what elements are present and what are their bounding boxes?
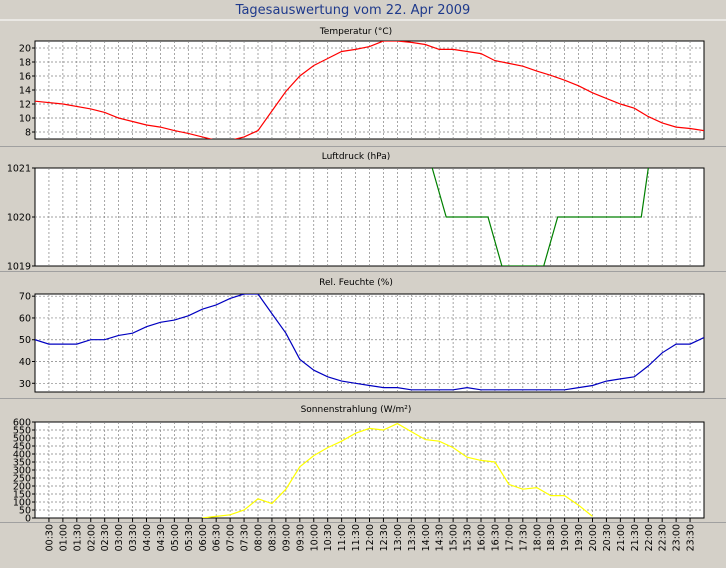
y-tick-label: 600 bbox=[13, 418, 31, 429]
x-tick-label: 23:00 bbox=[672, 524, 683, 551]
y-tick-label: 60 bbox=[19, 313, 31, 324]
x-tick-label: 15:00 bbox=[449, 524, 460, 551]
x-tick-label: 21:00 bbox=[616, 524, 627, 551]
x-tick-label: 05:00 bbox=[170, 524, 181, 551]
x-tick-label: 20:00 bbox=[588, 524, 599, 551]
y-tick-label: 100 bbox=[13, 498, 31, 509]
y-tick-label: 1021 bbox=[7, 164, 31, 175]
series-line bbox=[431, 168, 649, 266]
y-tick-label: 8 bbox=[25, 128, 31, 139]
x-tick-label: 18:00 bbox=[532, 524, 543, 551]
y-tick-label: 14 bbox=[19, 86, 31, 97]
x-tick-label: 10:30 bbox=[323, 524, 334, 551]
x-tick-label: 01:30 bbox=[72, 524, 83, 551]
y-tick-label: 18 bbox=[19, 58, 31, 69]
x-tick-label: 16:00 bbox=[477, 524, 488, 551]
y-tick-label: 1020 bbox=[7, 213, 31, 224]
chart-panel: Luftdruck (hPa) 1019 1020 1021 bbox=[0, 152, 726, 273]
y-tick-label: 20 bbox=[19, 44, 31, 55]
y-tick-label: 12 bbox=[19, 100, 31, 111]
chart-panels: Temperatur (°C) 8 10 12 14 16 18 20 Luftdruck (h… bbox=[0, 27, 726, 525]
x-tick-label: 15:30 bbox=[463, 524, 474, 551]
x-tick-label: 06:30 bbox=[212, 524, 223, 551]
x-tick-label: 21:30 bbox=[630, 524, 641, 551]
x-tick-label: 10:00 bbox=[309, 524, 320, 551]
y-tick-label: 1019 bbox=[7, 262, 31, 273]
x-tick-label: 19:00 bbox=[560, 524, 571, 551]
x-tick-label: 07:30 bbox=[240, 524, 251, 551]
y-tick-label: 550 bbox=[13, 426, 31, 437]
page-title: Tagesauswertung vom 22. Apr 2009 bbox=[235, 3, 471, 18]
chart-panel: Temperatur (°C) 8 10 12 14 16 18 20 bbox=[0, 27, 726, 147]
y-tick-label: 200 bbox=[13, 482, 31, 493]
x-tick-label: 17:30 bbox=[518, 524, 529, 551]
x-tick-label: 00:30 bbox=[44, 524, 55, 551]
x-tick-label: 13:00 bbox=[393, 524, 404, 551]
x-tick-label: 16:30 bbox=[490, 524, 501, 551]
x-tick-label: 11:30 bbox=[351, 524, 362, 551]
x-tick-label: 03:00 bbox=[114, 524, 125, 551]
x-tick-label: 13:30 bbox=[407, 524, 418, 551]
y-tick-label: 450 bbox=[13, 442, 31, 453]
y-tick-label: 350 bbox=[13, 458, 31, 469]
x-tick-label: 08:00 bbox=[254, 524, 265, 551]
chart-panel: Rel. Feuchte (%) 30 40 50 60 70 bbox=[0, 278, 726, 399]
y-tick-label: 10 bbox=[19, 114, 31, 125]
x-tick-label: 02:30 bbox=[100, 524, 111, 551]
chart-panel: Sonnenstrahlung (W/m²) 050100150200250300… bbox=[0, 405, 726, 525]
chart-title: Sonnenstrahlung (W/m²) bbox=[301, 405, 412, 415]
y-tick-label: 400 bbox=[13, 450, 31, 461]
y-tick-label: 30 bbox=[19, 379, 31, 390]
y-tick-label: 50 bbox=[19, 506, 31, 517]
x-tick-label: 02:00 bbox=[86, 524, 97, 551]
y-tick-label: 300 bbox=[13, 466, 31, 477]
chart-title: Luftdruck (hPa) bbox=[322, 152, 391, 162]
x-tick-label: 12:00 bbox=[365, 524, 376, 551]
y-tick-label: 70 bbox=[19, 292, 31, 303]
y-tick-label: 50 bbox=[19, 335, 31, 346]
chart-title: Rel. Feuchte (%) bbox=[319, 278, 393, 288]
x-tick-label: 04:00 bbox=[142, 524, 153, 551]
x-tick-label: 19:30 bbox=[574, 524, 585, 551]
x-tick-label: 01:00 bbox=[58, 524, 69, 551]
series-line bbox=[202, 422, 593, 518]
x-tick-label: 20:30 bbox=[602, 524, 613, 551]
y-tick-label: 150 bbox=[13, 490, 31, 501]
y-tick-label: 40 bbox=[19, 357, 31, 368]
x-tick-label: 14:00 bbox=[421, 524, 432, 551]
x-tick-label: 06:00 bbox=[198, 524, 209, 551]
y-tick-label: 250 bbox=[13, 474, 31, 485]
y-tick-label: 0 bbox=[25, 514, 31, 525]
x-tick-label: 12:30 bbox=[379, 524, 390, 551]
x-axis: 00:30 01:00 01:30 02:00 02:30 03:00 03:30 04:00… bbox=[44, 518, 697, 551]
y-tick-label: 500 bbox=[13, 434, 31, 445]
x-tick-label: 23:30 bbox=[686, 524, 697, 551]
x-tick-label: 04:30 bbox=[156, 524, 167, 551]
x-tick-label: 14:30 bbox=[435, 524, 446, 551]
y-tick-label: 16 bbox=[19, 72, 31, 83]
x-tick-label: 08:30 bbox=[267, 524, 278, 551]
x-tick-label: 22:30 bbox=[658, 524, 669, 551]
x-tick-label: 07:00 bbox=[226, 524, 237, 551]
x-tick-label: 18:30 bbox=[546, 524, 557, 551]
series-line bbox=[35, 294, 704, 391]
x-tick-label: 22:00 bbox=[644, 524, 655, 551]
x-tick-label: 05:30 bbox=[184, 524, 195, 551]
x-tick-label: 03:30 bbox=[128, 524, 139, 551]
x-tick-label: 11:00 bbox=[337, 524, 348, 551]
chart-title: Temperatur (°C) bbox=[319, 27, 392, 37]
series-line bbox=[35, 41, 704, 139]
x-tick-label: 17:00 bbox=[504, 524, 515, 551]
x-tick-label: 09:00 bbox=[281, 524, 292, 551]
x-tick-label: 09:30 bbox=[295, 524, 306, 551]
